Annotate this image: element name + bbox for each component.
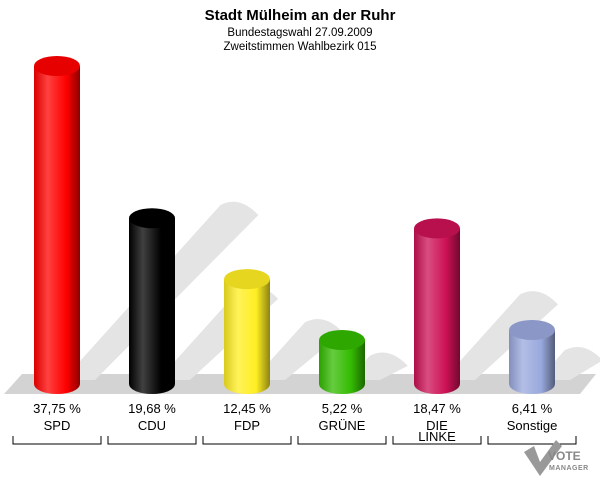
bar-top-sonstige [509,320,555,341]
logo-text: VOTE [548,449,581,463]
bar-top-gr-ne [319,330,365,351]
value-label-fdp: 12,45 % [223,401,271,416]
category-bracket-cdu [107,436,197,445]
value-label-die-linke: 18,47 % [413,401,461,416]
value-label-spd: 37,75 % [33,401,81,416]
chart-subtitle-line-2: Zweitstimmen Wahlbezirk 015 [224,41,377,53]
bar-top-spd [34,56,80,76]
chart-subtitle-line-1: Bundestagswahl 27.09.2009 [227,27,372,39]
category-label-fdp: FDP [234,418,260,433]
bar-gr-ne [319,340,365,394]
category-bracket-gr-ne [297,436,387,445]
category-label-sonstige: Sonstige [507,418,558,433]
chart-title: Stadt Mülheim an der Ruhr [205,7,396,24]
check-mark-icon [524,440,562,476]
category-brackets [12,436,577,445]
category-bracket-spd [12,436,102,445]
bar-top-die-linke [414,218,460,239]
bar-shadow-fdp [253,318,343,380]
category-label-die-linke-line-2: LINKE [418,429,456,444]
value-label-gr-ne: 5,22 % [322,401,363,416]
bar-sonstige [509,330,555,394]
category-bracket-sonstige [487,436,577,445]
category-label-cdu: CDU [138,418,166,433]
bar-cdu [129,218,175,394]
category-label-spd: SPD [44,418,71,433]
bars [34,56,555,394]
value-label-cdu: 19,68 % [128,401,176,416]
bar-labels: 37,75 % SPD 19,68 % CDU 12,45 % FDP 5,22 % GRÜN… [33,401,557,444]
category-bracket-fdp [202,436,292,445]
bar-shadow-die-linke [443,291,559,380]
bar-fdp [224,279,270,394]
bar-top-fdp [224,269,270,290]
bar-top-cdu [129,208,175,229]
value-label-sonstige: 6,41 % [512,401,553,416]
category-bracket-die-linke [392,436,482,445]
category-label-gr-ne: GRÜNE [319,418,366,433]
bar-die-linke [414,228,460,394]
bar-spd [34,66,80,394]
category-label-die-linke-line-1: DIE [426,418,448,433]
vote-manager-logo: VOTE MANAGER [524,440,589,476]
logo-subtext: MANAGER [549,465,589,472]
